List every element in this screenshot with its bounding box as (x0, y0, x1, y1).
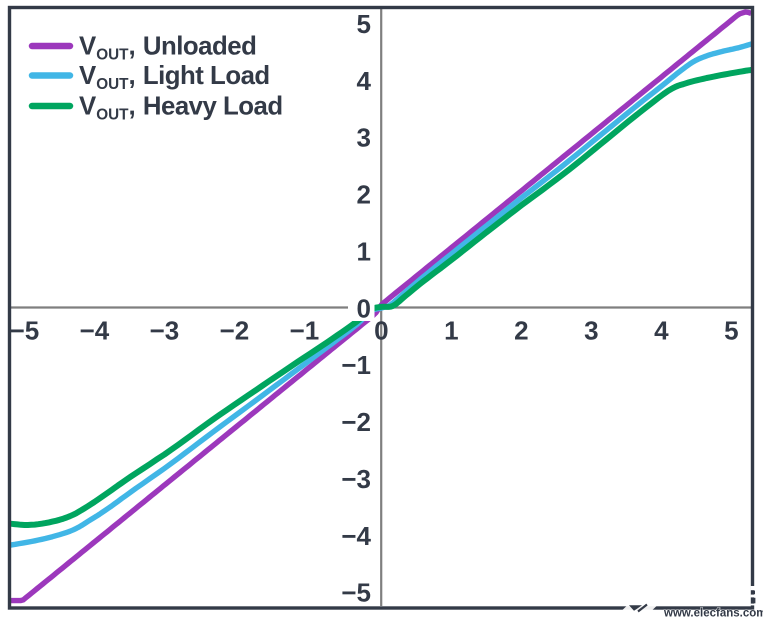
svg-text:3: 3 (357, 123, 371, 153)
svg-text:−3: −3 (341, 464, 371, 494)
svg-text:−2: −2 (341, 407, 371, 437)
svg-text:−1: −1 (341, 350, 371, 380)
svg-text:−3: −3 (150, 315, 180, 345)
svg-text:5: 5 (724, 315, 738, 345)
svg-text:0: 0 (357, 293, 371, 323)
svg-text:VOUT, Light Load: VOUT, Light Load (79, 62, 270, 93)
svg-text:−2: −2 (220, 315, 250, 345)
svg-text:1: 1 (357, 236, 371, 266)
svg-text:4: 4 (654, 315, 669, 345)
svg-text:0: 0 (374, 315, 388, 345)
svg-text:1: 1 (444, 315, 458, 345)
svg-text:−1: −1 (290, 315, 320, 345)
svg-text:3: 3 (584, 315, 598, 345)
svg-text:−4: −4 (341, 521, 371, 551)
svg-text:5: 5 (357, 9, 371, 39)
svg-text:2: 2 (357, 180, 371, 210)
svg-text:VOUT, Heavy Load: VOUT, Heavy Load (79, 93, 283, 124)
svg-text:−5: −5 (341, 578, 371, 608)
svg-text:4: 4 (357, 66, 372, 96)
svg-text:2: 2 (514, 315, 528, 345)
svg-text:−4: −4 (80, 315, 110, 345)
svg-text:www.elecfans.com: www.elecfans.com (663, 608, 763, 618)
svg-text:−5: −5 (10, 315, 40, 345)
svg-text:VOUT, Unloaded: VOUT, Unloaded (79, 33, 256, 64)
